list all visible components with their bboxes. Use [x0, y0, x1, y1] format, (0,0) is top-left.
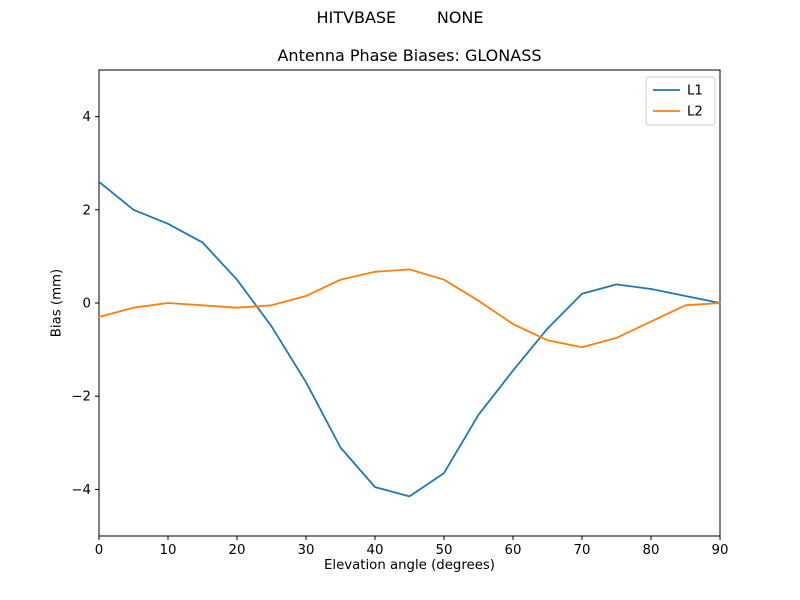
legend-label-l2: L2 — [687, 105, 703, 120]
series-line-l1 — [98, 180, 721, 498]
x-axis-label: Elevation angle (degrees) — [323, 558, 495, 573]
x-tick-label: 40 — [367, 543, 384, 558]
y-tick-label: 4 — [83, 110, 91, 125]
y-axis-label: Bias (mm) — [49, 268, 65, 338]
y-tick-label: 2 — [83, 203, 91, 218]
y-axis-ticks: −4 −2 0 2 4 — [71, 110, 99, 498]
figure-title: HITVBASE NONE — [316, 8, 484, 27]
axes-frame — [98, 69, 721, 537]
x-tick-label: 60 — [505, 543, 522, 558]
x-axis-ticks: 0 10 20 30 40 50 60 70 80 90 — [95, 536, 729, 558]
x-tick-label: 0 — [95, 543, 103, 558]
y-tick-label: −2 — [71, 390, 91, 405]
x-tick-label: 10 — [160, 543, 177, 558]
x-tick-label: 80 — [643, 543, 660, 558]
x-tick-label: 70 — [574, 543, 591, 558]
y-tick-label: 0 — [83, 297, 91, 312]
axes-title: Antenna Phase Biases: GLONASS — [277, 46, 542, 65]
legend-label-l1: L1 — [687, 84, 703, 99]
x-tick-label: 20 — [229, 543, 246, 558]
series-line-l2 — [98, 268, 721, 349]
series-lines — [98, 180, 721, 498]
y-tick-label: −4 — [71, 483, 91, 498]
x-tick-label: 50 — [436, 543, 453, 558]
plot-border — [98, 69, 721, 537]
legend-box — [645, 76, 716, 126]
x-tick-label: 30 — [298, 543, 315, 558]
x-tick-label: 90 — [712, 543, 729, 558]
